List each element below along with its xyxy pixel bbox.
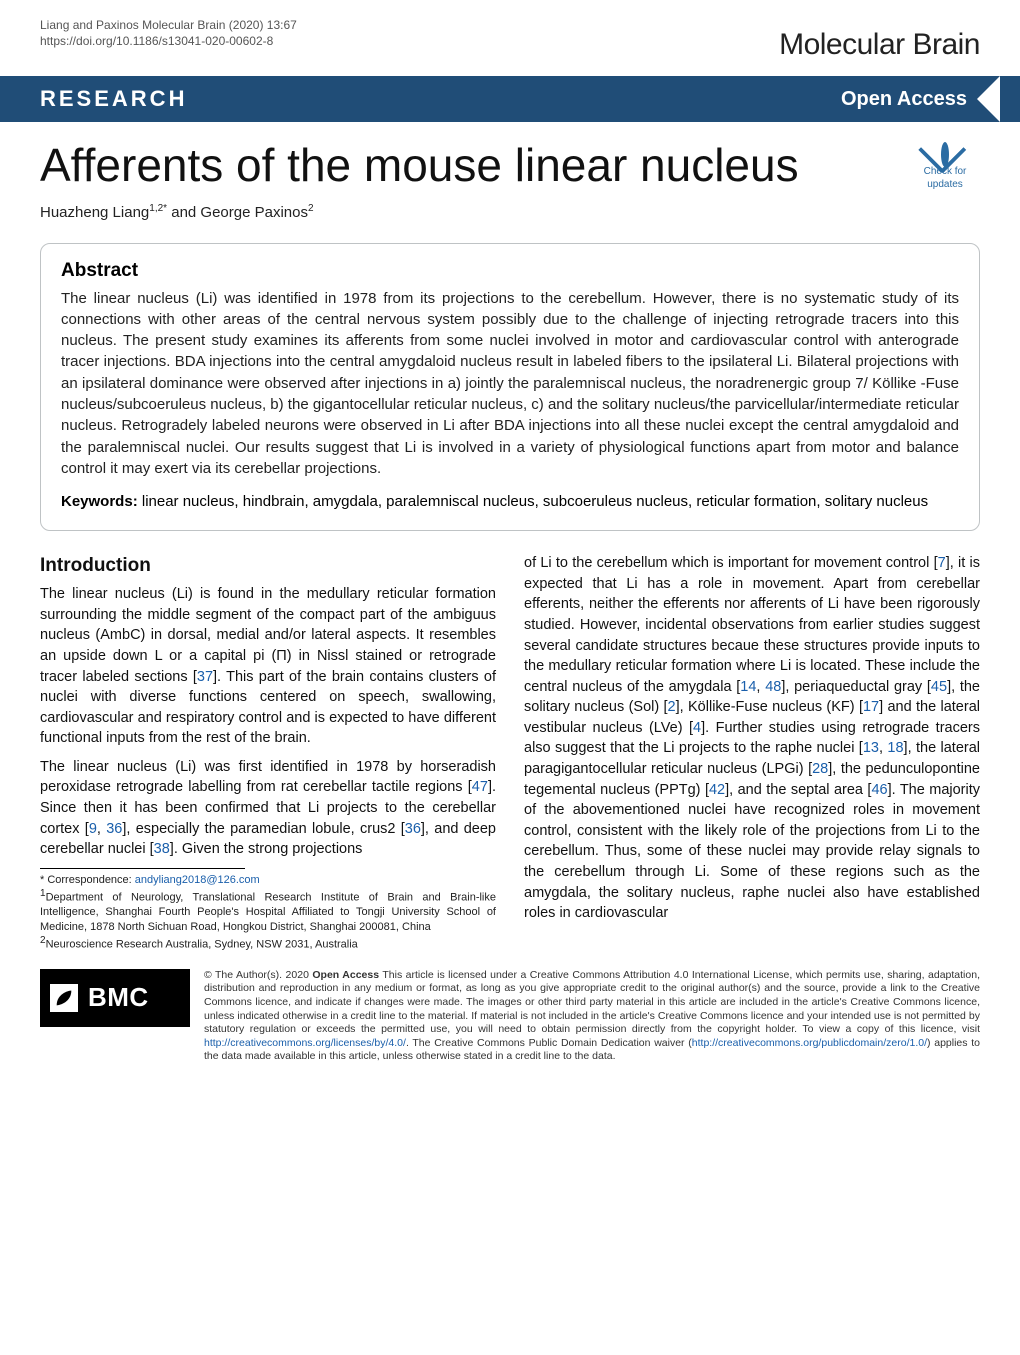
crossmark-ring-icon [941,142,949,167]
footnote-rule [40,868,245,869]
keywords-row: Keywords: linear nucleus, hindbrain, amy… [61,491,959,512]
cite-42[interactable]: 42 [709,782,725,798]
keywords-list: linear nucleus, hindbrain, amygdala, par… [138,493,928,510]
journal-brand: Molecular Brain [779,28,980,62]
affiliation-1: 1Department of Neurology, Translational … [40,887,496,934]
aff2-text: Neuroscience Research Australia, Sydney,… [46,939,358,951]
c2-e: ], Köllike-Fuse nucleus (KF) [ [676,699,863,715]
cite-9[interactable]: 9 [89,821,97,837]
cite-38[interactable]: 38 [154,841,170,857]
lic-lead: © The Author(s). 2020 [204,969,312,981]
article-title: Afferents of the mouse linear nucleus [40,140,799,191]
abstract-heading: Abstract [61,260,959,282]
bmc-badge: BMC [40,969,190,1027]
c2-b: ], it is expected that Li has a role in … [524,555,980,694]
license-link-1[interactable]: http://creativecommons.org/licenses/by/4… [204,1037,406,1049]
cite-45[interactable]: 45 [931,679,947,695]
author-2-affil: 2 [308,203,314,214]
c2-a: of Li to the cerebellum which is importa… [524,555,938,571]
open-access-label: Open Access [841,88,967,111]
c2-s1: , [756,679,765,695]
intro-p2e: ]. Given the strong projections [170,841,363,857]
crossmark-label-2: updates [910,179,980,190]
cite-28[interactable]: 28 [812,761,828,777]
cite-2[interactable]: 2 [668,699,676,715]
abstract-box: Abstract The linear nucleus (Li) was ide… [40,243,980,532]
crossmark-badge[interactable]: Check for updates [910,146,980,190]
intro-p1: The linear nucleus (Li) is found in the … [40,584,496,749]
bmc-text: BMC [88,982,149,1013]
cite-48[interactable]: 48 [765,679,781,695]
column-left: Introduction The linear nucleus (Li) is … [40,553,496,952]
author-1: Huazheng Liang [40,204,149,221]
cite-4[interactable]: 4 [693,720,701,736]
license-link-2[interactable]: http://creativecommons.org/publicdomain/… [692,1037,927,1049]
cite-36a[interactable]: 36 [106,821,122,837]
sep-1: , [97,821,106,837]
cite-36b[interactable]: 36 [405,821,421,837]
bmc-leaf-icon [50,984,78,1012]
c2-k: ]. The majority of the abovementioned nu… [524,782,980,921]
license-text: © The Author(s). 2020 Open Access This a… [204,969,980,1064]
author-and: and George Paxinos [167,204,308,221]
cite-47[interactable]: 47 [472,779,488,795]
author-1-affil: 1,2* [149,203,167,214]
footnotes: * Correspondence: andyliang2018@126.com … [40,873,496,953]
aff1-text: Department of Neurology, Translational R… [40,892,496,933]
corr-label: * Correspondence: [40,874,135,886]
cite-18[interactable]: 18 [887,740,903,756]
c2-j: ], and the septal area [ [725,782,871,798]
keywords-label: Keywords: [61,493,138,510]
cite-17[interactable]: 17 [863,699,879,715]
intro-heading: Introduction [40,553,496,580]
section-banner: RESEARCH Open Access [0,76,1020,122]
intro-p2a: The linear nucleus (Li) was first identi… [40,759,496,796]
intro-p2: The linear nucleus (Li) was first identi… [40,757,496,860]
corr-email-link[interactable]: andyliang2018@126.com [135,874,260,886]
cite-46[interactable]: 46 [871,782,887,798]
cite-13[interactable]: 13 [863,740,879,756]
correspondence: * Correspondence: andyliang2018@126.com [40,873,496,888]
c2-c: ], periaqueductal gray [ [781,679,931,695]
footer: BMC © The Author(s). 2020 Open Access Th… [0,953,1020,1088]
lic-b: . The Creative Commons Public Domain Ded… [406,1037,692,1049]
cite-14[interactable]: 14 [740,679,756,695]
abstract-body: The linear nucleus (Li) was identified i… [61,288,959,480]
section-label: RESEARCH [40,86,187,112]
lic-oa: Open Access [312,969,379,981]
intro-p2c: ], especially the paramedian lobule, cru… [122,821,404,837]
cite-7[interactable]: 7 [938,555,946,571]
affiliation-2: 2Neuroscience Research Australia, Sydney… [40,934,496,952]
column-right: of Li to the cerebellum which is importa… [524,553,980,952]
body-columns: Introduction The linear nucleus (Li) is … [0,531,1020,952]
cite-37[interactable]: 37 [197,669,213,685]
banner-triangle-icon [977,76,1000,122]
author-list: Huazheng Liang1,2* and George Paxinos2 [0,191,1020,221]
col2-p1: of Li to the cerebellum which is importa… [524,553,980,923]
